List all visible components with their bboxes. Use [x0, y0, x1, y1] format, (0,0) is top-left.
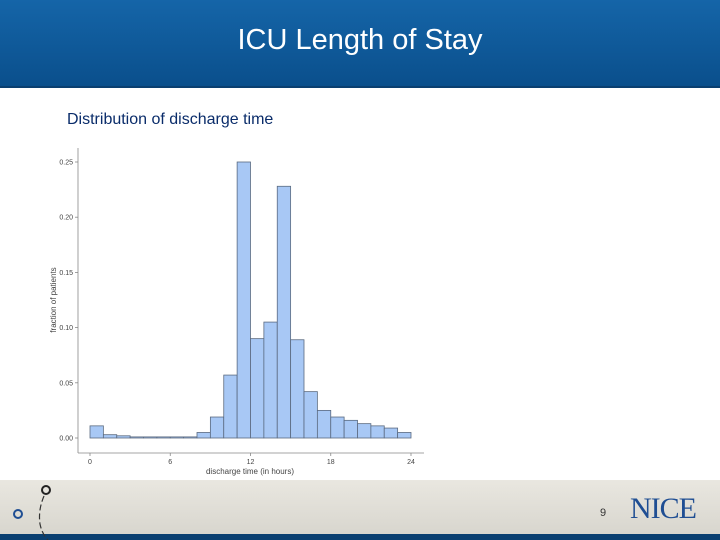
histogram-bar [89, 425, 104, 439]
title-bar: ICU Length of Stay [0, 0, 720, 88]
histogram-bar [156, 436, 171, 439]
histogram-bar [370, 425, 385, 439]
histogram-bar [357, 423, 372, 439]
histogram-bar [236, 161, 251, 439]
histogram-bar [102, 434, 118, 439]
histogram-bar [263, 321, 278, 439]
histogram-bar [276, 185, 292, 439]
histogram-bar [290, 339, 305, 439]
histogram-bar [397, 432, 412, 439]
histogram-bar [343, 419, 358, 439]
x-tick-label: 12 [247, 459, 255, 466]
y-tick-label: 0.00 [59, 436, 73, 443]
y-tick-label: 0.05 [59, 380, 73, 387]
footer-bar [0, 480, 720, 540]
histogram-bar [196, 432, 211, 439]
x-axis-label: discharge time (in hours) [206, 467, 294, 476]
x-tick-label: 6 [168, 459, 172, 466]
histogram-bar [250, 338, 265, 439]
x-tick-label: 0 [88, 459, 92, 466]
x-tick-label: 18 [327, 459, 335, 466]
histogram-bar [223, 374, 238, 439]
histogram-bar [303, 391, 318, 439]
histogram-bar [316, 409, 332, 439]
histogram-bar [143, 436, 158, 439]
nice-logo: NICE [630, 492, 697, 525]
y-tick-label: 0.10 [59, 325, 73, 332]
decorative-loop-icon [13, 485, 51, 540]
slide-subtitle: Distribution of discharge time [67, 111, 274, 128]
y-tick-label: 0.25 [59, 160, 73, 167]
histogram-bar [129, 436, 144, 439]
histogram-bar [330, 416, 345, 439]
histogram-bar [169, 436, 185, 439]
histogram-bar [183, 436, 198, 439]
histogram-bar [209, 416, 225, 439]
histogram-bar [116, 435, 131, 439]
footer-stripe [0, 534, 720, 540]
y-axis-label: fraction of patients [49, 267, 58, 332]
slide-title: ICU Length of Stay [237, 24, 483, 56]
y-tick-label: 0.15 [59, 270, 73, 277]
y-tick-label: 0.20 [59, 215, 73, 222]
page-number: 9 [600, 507, 607, 519]
x-tick-label: 24 [407, 459, 415, 466]
histogram-bar [383, 427, 399, 439]
